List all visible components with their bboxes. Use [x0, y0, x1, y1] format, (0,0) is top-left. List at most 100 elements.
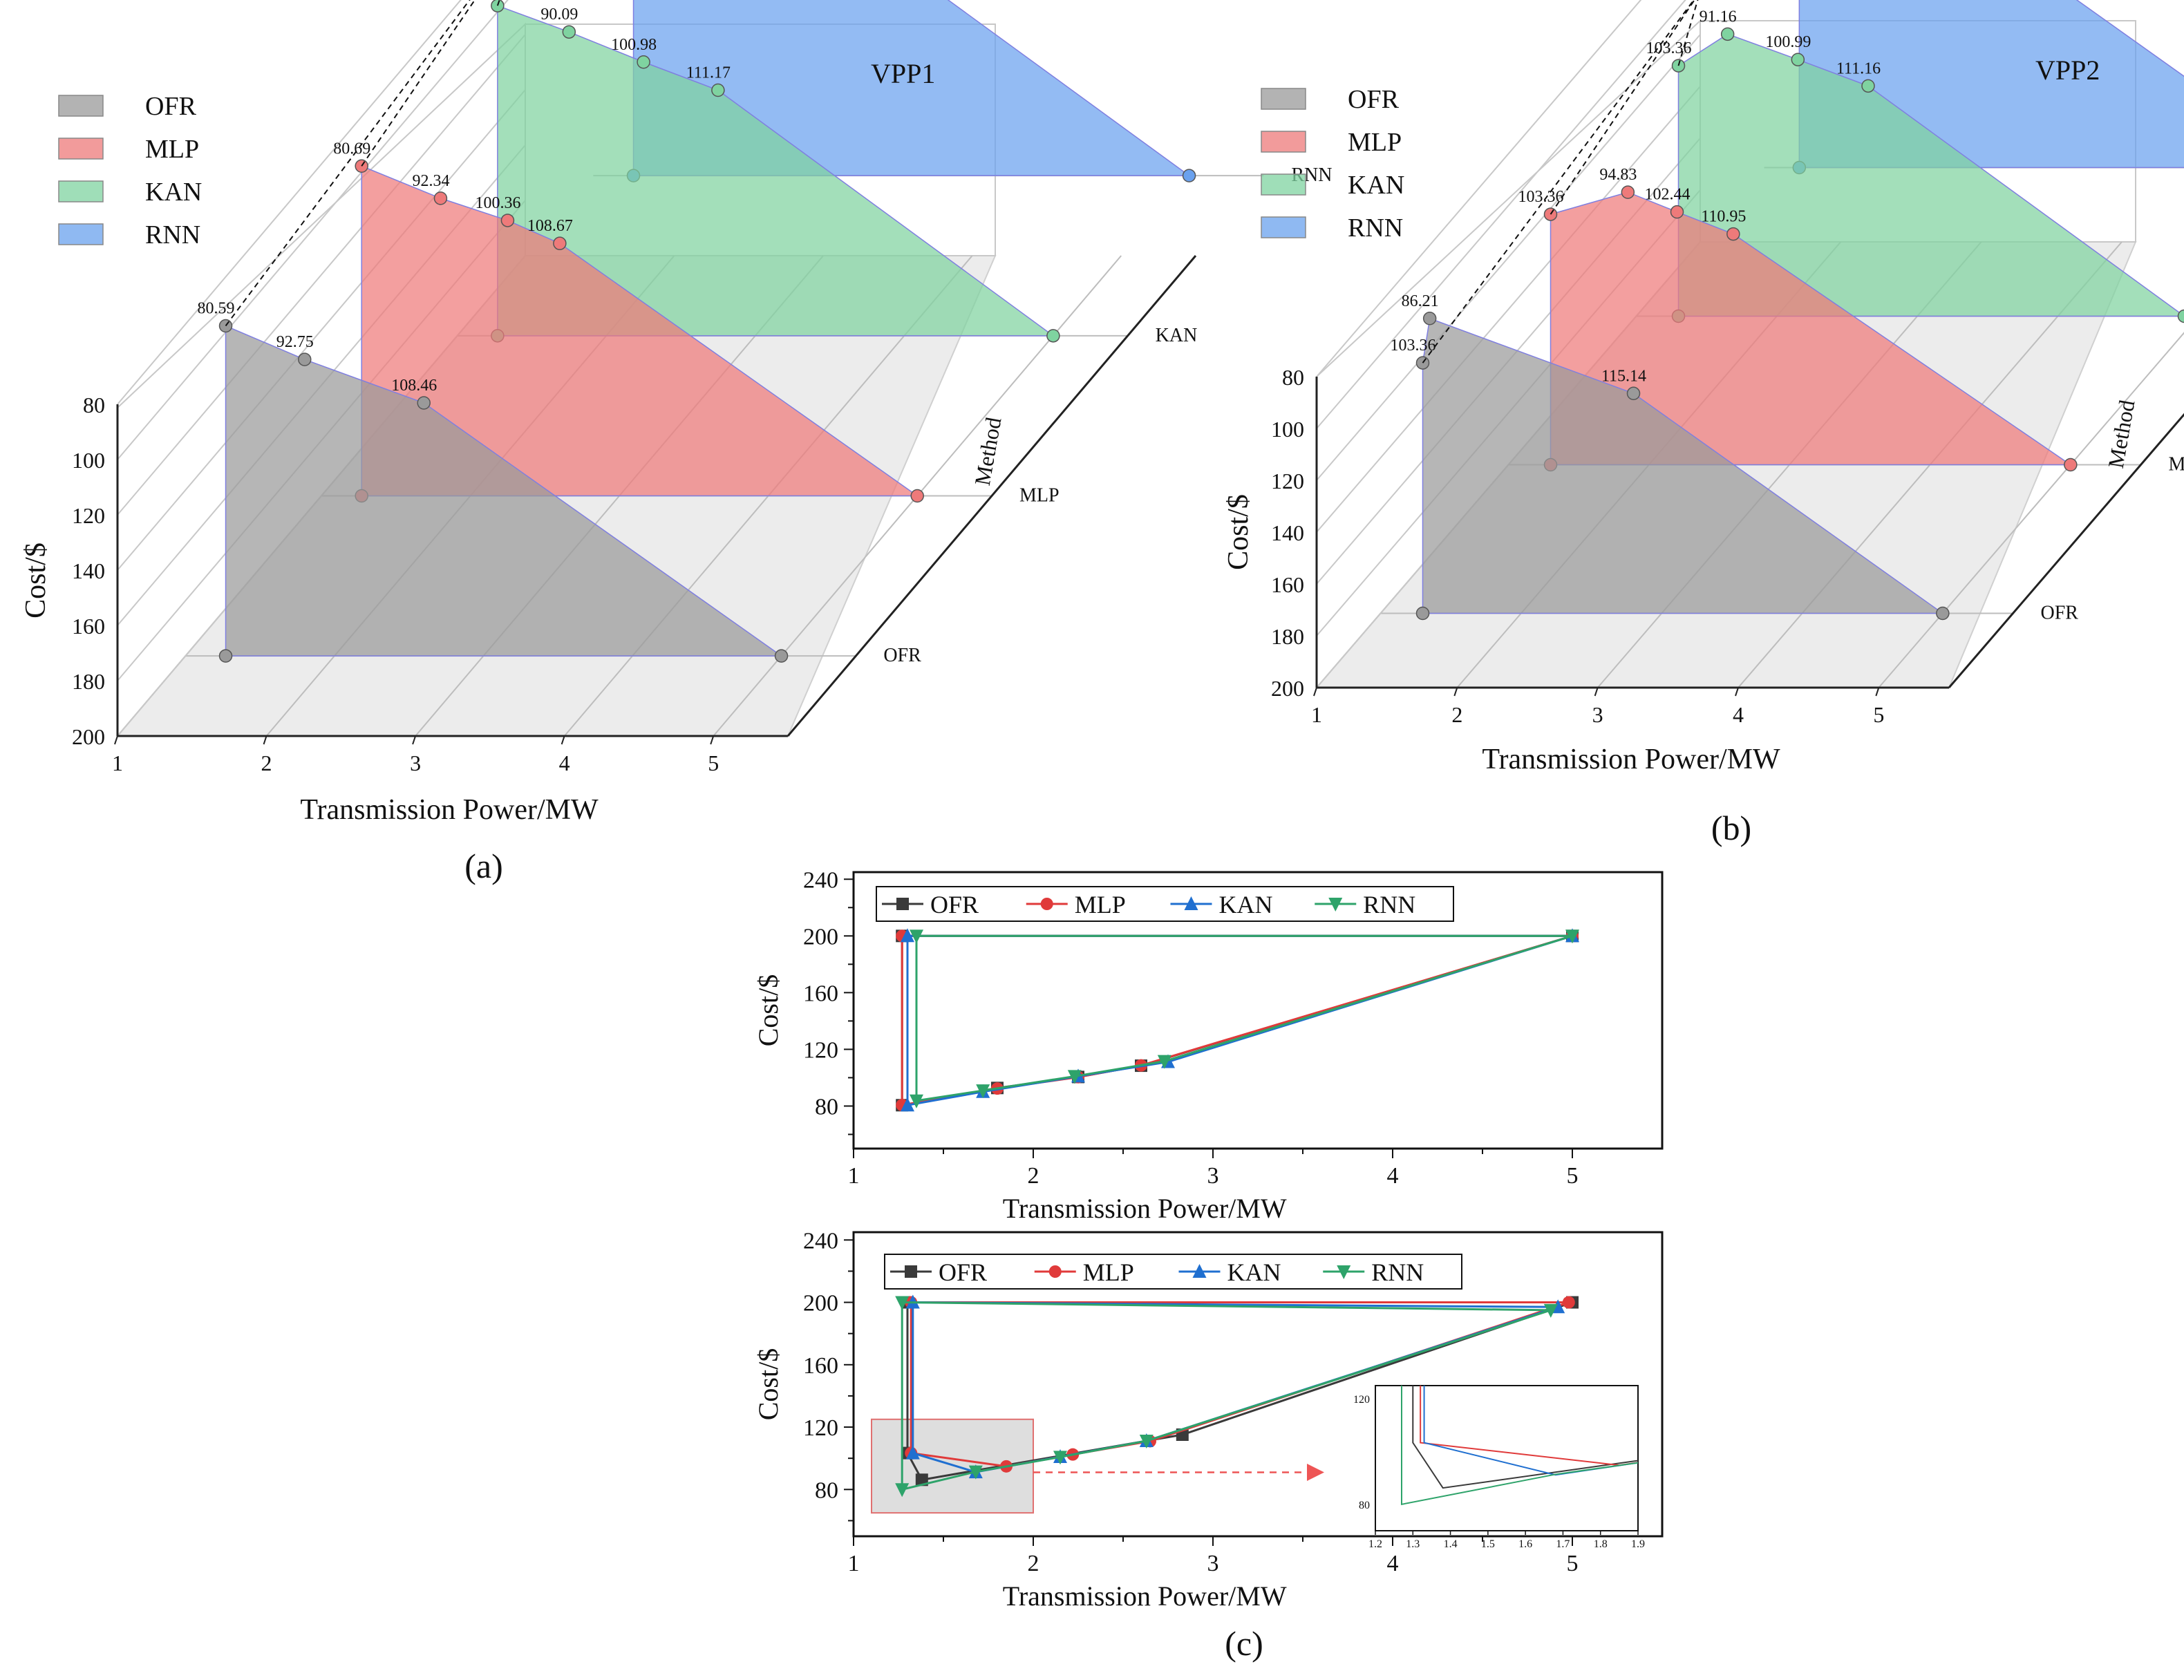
- y-tick-label: 80: [1282, 365, 1304, 390]
- b-series: 8091.36100.79111.16103.3691.16100.99111.…: [1391, 0, 2184, 621]
- legend-marker-kan: [1192, 1264, 1207, 1278]
- x-tick: [1453, 687, 1458, 697]
- value-label: 91.16: [1700, 8, 1737, 26]
- y-tick-label: 200: [72, 724, 105, 749]
- y-tick-label: 80: [83, 393, 105, 417]
- legend-swatch-ofr: [1261, 88, 1306, 110]
- marker-ofr: [1936, 606, 1950, 621]
- legend-label-rnn: RNN: [1363, 891, 1415, 918]
- projection-line: [1677, 0, 1699, 66]
- wall-gridline: [117, 89, 526, 571]
- marker-ofr: [417, 396, 431, 410]
- marker-ofr: [298, 352, 312, 366]
- z-tick-label: MLP: [1019, 485, 1060, 507]
- value-label: 86.21: [1402, 292, 1439, 310]
- marker-mlp: [1726, 227, 1740, 241]
- inset-line-ofr: [1412, 1386, 1638, 1489]
- y-tick-label: 120: [1271, 469, 1304, 493]
- marker-rnn: [1067, 1070, 1082, 1084]
- value-label: 100.98: [611, 36, 657, 54]
- value-label: 111.16: [1836, 59, 1881, 77]
- y-tick-label: 140: [72, 558, 105, 583]
- x-tick-label: 4: [1387, 1163, 1399, 1189]
- marker-mlp: [1670, 205, 1684, 219]
- c-top-chart: 1 2 3 4 5 80 120 160 200 240 Transmission Power/MW…: [753, 867, 1664, 1224]
- x-tick-label: 1: [848, 1551, 860, 1576]
- y-tick-label: 240: [803, 867, 838, 893]
- marker-mlp: [553, 236, 567, 250]
- z-tick-label: OFR: [2041, 603, 2079, 624]
- panel-c: 1 2 3 4 5 80 120 160 200 240 Transmission Power/MW…: [753, 867, 1664, 1663]
- marker-rnn: [910, 929, 923, 944]
- marker-rnn: [1182, 169, 1196, 182]
- marker-rnn: [1565, 929, 1579, 944]
- value-label: 111.17: [686, 64, 731, 82]
- marker-kan: [491, 0, 505, 12]
- x-tick: [263, 735, 267, 745]
- y-tick-label: 200: [1271, 676, 1304, 701]
- legend-marker-rnn: [1337, 1265, 1351, 1279]
- inset-line-mlp: [1420, 1386, 1638, 1466]
- c-bottom-chart: 1 2 3 4 5 80 120 160 200 240 Transmission Power/MW…: [753, 1228, 1664, 1612]
- inset-line-rnn: [1401, 1386, 1638, 1506]
- marker-kan: [1046, 329, 1060, 343]
- legend-frame: [884, 1254, 1462, 1290]
- marker-kan: [905, 1445, 920, 1460]
- x-tick: [561, 735, 565, 745]
- c-panel-label: (c): [1225, 1624, 1263, 1663]
- x-tick-label: 2: [261, 751, 272, 775]
- legend-marker-rnn: [1328, 898, 1343, 912]
- y-tick-label: 180: [72, 669, 105, 694]
- marker-kan: [562, 25, 576, 39]
- wall-gridline: [117, 0, 509, 460]
- marker-mlp: [500, 214, 515, 227]
- x-tick: [1875, 687, 1880, 697]
- legend-label-rnn: RNN: [1348, 214, 1403, 243]
- legend-label-ofr: OFR: [939, 1258, 987, 1286]
- marker-ofr: [218, 649, 233, 663]
- legend-label-mlp: MLP: [1083, 1258, 1134, 1286]
- legend-marker-kan: [1184, 896, 1198, 910]
- marker-mlp: [433, 191, 448, 205]
- legend-swatch-kan: [1261, 173, 1306, 196]
- marker-kan: [1791, 53, 1805, 66]
- marker-mlp: [1562, 1296, 1575, 1309]
- x-tick-label: 4: [559, 751, 570, 775]
- value-label: 92.75: [276, 333, 314, 351]
- marker-rnn: [968, 1465, 983, 1480]
- y-tick-label: 160: [72, 614, 105, 639]
- a-title: VPP1: [871, 58, 935, 89]
- a-ylabel: Cost/$: [20, 542, 52, 619]
- value-label: 108.46: [391, 377, 437, 395]
- marker-mlp: [910, 489, 924, 503]
- legend-swatch-kan: [58, 180, 104, 202]
- x-tick: [1313, 687, 1317, 697]
- inset-x-tick-label: 1.6: [1518, 1538, 1532, 1550]
- value-label: 92.34: [412, 172, 449, 190]
- marker-rnn: [910, 1094, 923, 1108]
- x-tick-label: 1: [1311, 702, 1322, 727]
- a-zlabel: Method: [970, 415, 1006, 487]
- legend-label-kan: KAN: [1348, 171, 1404, 200]
- y-tick-label: 120: [803, 1415, 838, 1441]
- x-tick: [710, 735, 715, 745]
- legend-label-rnn: RNN: [1371, 1258, 1424, 1286]
- legend-marker-ofr: [896, 898, 909, 910]
- y-tick-label: 160: [1271, 572, 1304, 597]
- inset-x-tick-label: 1.8: [1594, 1538, 1608, 1550]
- y-tick-label: 80: [815, 1094, 838, 1120]
- inset-x-tick-label: 1.5: [1481, 1538, 1495, 1550]
- x-tick-label: 1: [848, 1163, 860, 1189]
- a-xlabel: Transmission Power/MW: [300, 794, 599, 826]
- legend: OFR MLP KAN RNN: [884, 1254, 1462, 1290]
- legend-label-kan: KAN: [1227, 1258, 1281, 1286]
- legend-label-kan: KAN: [145, 178, 202, 207]
- marker-rnn: [976, 1084, 990, 1099]
- value-label: 90.09: [540, 6, 578, 23]
- projection-line: [1550, 0, 1695, 215]
- wall-gridline: [1316, 0, 1686, 429]
- marker-mlp: [1621, 185, 1635, 199]
- a-panel-label: (a): [464, 847, 503, 885]
- value-label: 108.67: [527, 217, 573, 235]
